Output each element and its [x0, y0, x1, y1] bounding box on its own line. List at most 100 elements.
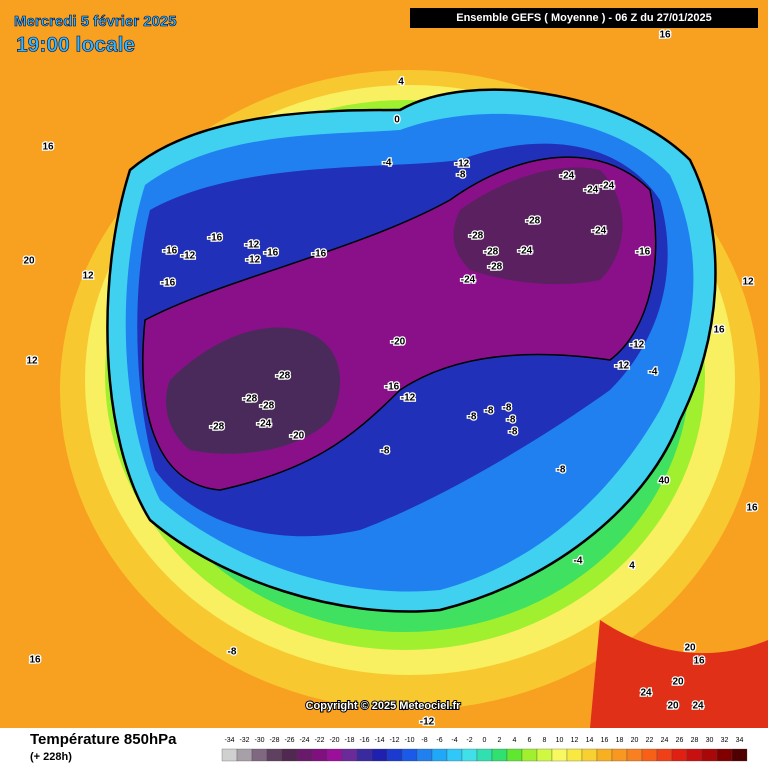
- legend: -34 -32 -30 -28 -26 -24 -22 -20 -18 -16 -14 -12 -10-…: [221, 737, 748, 762]
- legend-swatch: [326, 748, 343, 762]
- legend-tick: -26: [284, 737, 294, 744]
- legend-swatch: [386, 748, 403, 762]
- legend-tick: -6: [436, 737, 442, 744]
- legend-swatch: [491, 748, 508, 762]
- contour-label: -4: [383, 158, 392, 169]
- footer: [0, 728, 768, 768]
- legend-swatch: [446, 748, 463, 762]
- contour-label: 16: [42, 142, 54, 153]
- contour-label: -24: [518, 246, 533, 257]
- contour-label: -24: [461, 275, 476, 286]
- legend-tick: -24: [299, 737, 309, 744]
- contour-label: -8: [228, 647, 237, 658]
- contour-label: 16: [29, 655, 41, 666]
- contour-label: -8: [507, 415, 516, 426]
- copyright: Copyright © 2025 Meteociel.fr: [306, 700, 462, 712]
- legend-tick: 0: [483, 737, 487, 744]
- legend-tick: -4: [451, 737, 457, 744]
- contour-label: -12: [455, 159, 470, 170]
- contour-label: 24: [692, 701, 704, 712]
- legend-swatch: [461, 748, 478, 762]
- contour-label: -28: [484, 247, 499, 258]
- contour-label: 4: [398, 77, 404, 88]
- contour-label: -8: [485, 406, 494, 417]
- time: 19:00 locale: [16, 34, 135, 57]
- legend-swatch: [521, 748, 538, 762]
- legend-tick: -20: [329, 737, 339, 744]
- contour-label: -12: [245, 240, 260, 251]
- contour-label: -16: [163, 246, 178, 257]
- contour-label: -28: [276, 371, 291, 382]
- legend-swatch: [431, 748, 448, 762]
- legend-tick: 30: [706, 737, 714, 744]
- legend-swatch: [401, 748, 418, 762]
- hot-zone: [590, 620, 768, 728]
- legend-tick: 12: [571, 737, 579, 744]
- contour-label: -8: [557, 465, 566, 476]
- contour-labels: -28-28-28-24-24-24 -24-28-24-24-16-20-16-…: [22, 28, 759, 729]
- contour-label: -28: [526, 216, 541, 227]
- contour-label: -8: [509, 427, 518, 438]
- contour-label: 20: [672, 677, 684, 688]
- legend-swatch: [536, 748, 553, 762]
- contour-label: -20: [391, 337, 406, 348]
- legend-tick: -10: [404, 737, 414, 744]
- contour-label: -8: [503, 403, 512, 414]
- legend-swatch: [341, 748, 358, 762]
- contour-label: 12: [82, 271, 94, 282]
- legend-tick: 14: [586, 737, 594, 744]
- contour-label: -12: [401, 393, 416, 404]
- contour-label: -8: [381, 446, 390, 457]
- contour-label: -12: [246, 255, 261, 266]
- legend-swatch: [296, 748, 313, 762]
- legend-tick: 16: [601, 737, 609, 744]
- contour-label: 12: [26, 356, 38, 367]
- legend-swatch: [581, 748, 598, 762]
- legend-tick: 28: [691, 737, 699, 744]
- zone-minus-26-east: [453, 167, 623, 285]
- contour-label: -24: [584, 185, 599, 196]
- legend-swatch: [671, 748, 688, 762]
- legend-tick: 32: [721, 737, 729, 744]
- contour-label: -16: [208, 233, 223, 244]
- legend-tick: 34: [736, 737, 744, 744]
- contour-label: -28: [469, 231, 484, 242]
- legend-swatch: [266, 748, 283, 762]
- legend-swatch: [611, 748, 628, 762]
- isotherm-minus-20: [142, 156, 657, 491]
- contour-label: -28: [243, 394, 258, 405]
- contour-label: -28: [260, 401, 275, 412]
- legend-tick: -22: [314, 737, 324, 744]
- footer-title: Température 850hPa: [30, 731, 177, 748]
- contour-label: 4: [629, 561, 635, 572]
- contour-label: -12: [630, 340, 645, 351]
- legend-tick: -30: [254, 737, 264, 744]
- legend-tick: -18: [344, 737, 354, 744]
- contour-label: -16: [161, 278, 176, 289]
- legend-swatch: [506, 748, 523, 762]
- contour-label: 16: [746, 503, 758, 514]
- legend-tick: 20: [631, 737, 639, 744]
- legend-swatch: [476, 748, 493, 762]
- legend-tick: -12: [389, 737, 399, 744]
- legend-swatch: [251, 748, 268, 762]
- legend-swatch: [551, 748, 568, 762]
- contour-label: 12: [742, 277, 754, 288]
- contour-label: -20: [290, 431, 305, 442]
- legend-tick: -2: [466, 737, 472, 744]
- contour-label: -16: [264, 248, 279, 259]
- contour-label: -4: [574, 556, 583, 567]
- contour-label: 0: [394, 115, 400, 126]
- date: Mercredi 5 février 2025: [14, 13, 177, 30]
- legend-swatch: [221, 748, 238, 762]
- legend-tick: 6: [528, 737, 532, 744]
- legend-tick: -28: [269, 737, 279, 744]
- contour-label: 16: [693, 656, 705, 667]
- legend-swatch: [356, 748, 373, 762]
- legend-tick: -14: [374, 737, 384, 744]
- legend-swatch: [701, 748, 718, 762]
- contour-label: 20: [23, 256, 35, 267]
- legend-swatch: [626, 748, 643, 762]
- legend-tick: 8: [543, 737, 547, 744]
- contour-label: -24: [257, 419, 272, 430]
